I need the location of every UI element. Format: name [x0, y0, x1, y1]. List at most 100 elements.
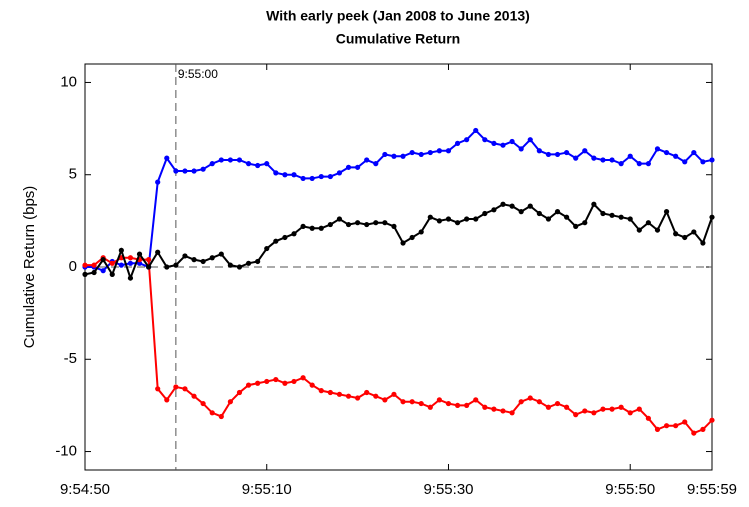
series-marker — [382, 151, 388, 158]
series-marker — [136, 251, 143, 257]
series-marker — [173, 262, 179, 268]
series-marker — [618, 214, 624, 220]
series-marker — [391, 391, 397, 397]
series-marker — [155, 179, 161, 185]
series-marker — [682, 234, 688, 241]
series-marker — [427, 214, 433, 220]
series-marker — [336, 216, 343, 222]
series-marker — [591, 410, 597, 416]
y-axis-label: Cumulative Return (bps) — [21, 186, 38, 349]
series-marker — [454, 140, 461, 146]
series-marker — [209, 161, 215, 167]
series-marker — [482, 210, 488, 217]
series-marker — [82, 262, 88, 268]
series-marker — [100, 257, 106, 263]
series-marker — [200, 400, 206, 407]
series-marker — [527, 137, 533, 143]
series-marker — [554, 400, 561, 407]
series-marker — [491, 406, 497, 412]
series-marker — [545, 404, 552, 410]
series-marker — [500, 408, 506, 414]
series-marker — [336, 391, 343, 397]
series-marker — [318, 388, 324, 394]
series-marker — [355, 220, 361, 226]
y-tick-label: 0 — [69, 258, 77, 275]
series-marker — [418, 151, 424, 158]
x-tick-label: 9:55:10 — [242, 481, 292, 498]
series-marker — [291, 231, 297, 237]
x-tick-label: 9:55:50 — [605, 481, 655, 498]
series-marker — [273, 376, 279, 383]
series-marker — [218, 413, 224, 420]
series-marker — [518, 146, 524, 152]
series-marker — [255, 162, 261, 169]
series-marker — [182, 253, 188, 259]
series-marker — [573, 223, 579, 229]
series-marker — [173, 384, 179, 390]
series-marker — [91, 269, 97, 276]
series-line — [85, 256, 713, 435]
series-marker — [482, 404, 488, 410]
series-marker — [582, 220, 588, 226]
series-marker — [364, 157, 370, 163]
series-marker — [245, 382, 252, 388]
series-marker — [245, 260, 252, 266]
series-marker — [382, 220, 388, 226]
x-tick-label: 9:54:50 — [60, 481, 110, 498]
series-marker — [200, 166, 206, 172]
series-marker — [227, 157, 233, 163]
series-marker — [582, 408, 588, 414]
series-marker — [454, 220, 461, 226]
series-marker — [527, 395, 533, 401]
series-marker — [327, 389, 333, 396]
series-marker — [436, 148, 442, 154]
series-marker — [373, 161, 379, 167]
series-marker — [282, 172, 288, 178]
series-marker — [536, 210, 542, 217]
series-marker — [236, 157, 243, 163]
series-marker — [127, 275, 134, 281]
series-marker — [709, 157, 715, 163]
series-marker — [355, 395, 361, 401]
series-marker — [700, 240, 706, 246]
series-marker — [473, 397, 479, 403]
series-marker — [445, 400, 452, 407]
series-marker — [663, 209, 670, 215]
series-marker — [663, 149, 670, 156]
series-marker — [654, 426, 661, 432]
series-marker — [600, 406, 606, 412]
series-marker — [663, 423, 670, 429]
series-marker — [618, 161, 624, 167]
series-marker — [464, 402, 470, 409]
series-marker — [273, 238, 279, 244]
series-marker — [436, 397, 442, 403]
series-marker — [191, 168, 197, 174]
series-marker — [273, 170, 279, 176]
series-marker — [155, 386, 161, 392]
series-marker — [636, 161, 642, 167]
series-marker — [554, 209, 561, 215]
series-marker — [582, 148, 588, 154]
series-marker — [409, 399, 415, 405]
series-marker — [627, 153, 633, 159]
series-marker — [709, 417, 715, 423]
series-marker — [500, 201, 506, 207]
series-marker — [682, 419, 688, 425]
series-marker — [636, 406, 642, 412]
series-marker — [645, 161, 651, 167]
series-marker — [291, 378, 297, 385]
series-marker — [400, 153, 406, 159]
series-marker — [473, 216, 479, 222]
series-marker — [109, 260, 115, 266]
series-marker — [409, 234, 415, 241]
series-marker — [155, 249, 161, 255]
y-tick-label: -10 — [55, 443, 77, 460]
series-marker — [527, 203, 533, 209]
series-marker — [500, 142, 506, 148]
series-marker — [591, 155, 597, 161]
series-marker — [355, 164, 361, 170]
series-marker — [564, 149, 570, 156]
series-marker — [191, 393, 197, 399]
series-marker — [282, 234, 288, 241]
